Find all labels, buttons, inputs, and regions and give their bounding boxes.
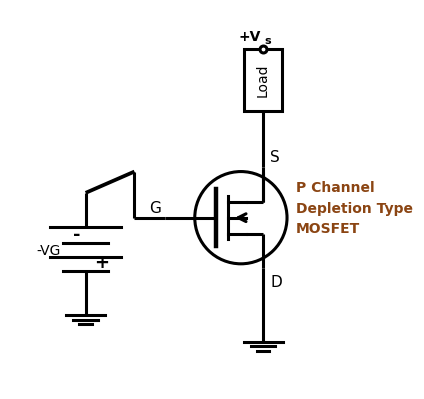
Text: -VG: -VG xyxy=(37,245,61,259)
Text: S: S xyxy=(270,150,280,165)
Bar xyxy=(245,49,282,111)
Text: P Channel
Depletion Type
MOSFET: P Channel Depletion Type MOSFET xyxy=(296,181,413,237)
Text: D: D xyxy=(270,275,282,290)
Text: s: s xyxy=(265,36,271,45)
Text: Load: Load xyxy=(256,63,270,97)
Text: +V: +V xyxy=(239,30,261,44)
Text: +: + xyxy=(94,254,109,272)
Text: -: - xyxy=(73,225,81,243)
Text: G: G xyxy=(149,201,161,216)
